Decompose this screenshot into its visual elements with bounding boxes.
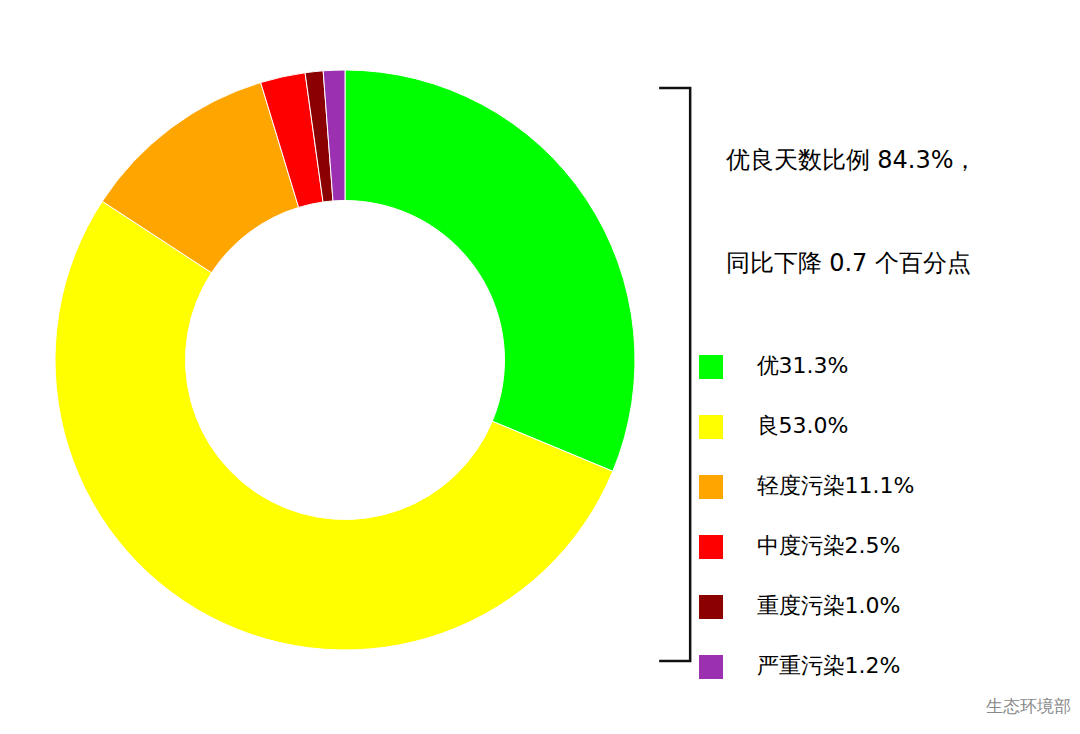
legend: 优31.3% 良53.0% 轻度污染11.1% 中度污染2.5% 重度污染1.0% 严重污… <box>699 353 914 679</box>
bracket-line <box>659 88 690 661</box>
legend-swatch <box>699 535 723 559</box>
legend-label: 轻度污染11.1% <box>757 473 915 498</box>
donut-slice <box>345 70 635 471</box>
legend-swatch <box>699 355 723 379</box>
donut <box>55 70 635 650</box>
legend-label: 中度污染2.5% <box>757 533 901 558</box>
chart: 优良天数比例 84.3%， 同比下降 0.7 个百分点优31.3% 良53.0% 轻度… <box>0 0 1080 734</box>
legend-swatch <box>699 475 723 499</box>
legend-swatch <box>699 415 723 439</box>
legend-label: 严重污染1.2% <box>757 653 901 678</box>
bracket <box>659 88 690 661</box>
donut-slice <box>55 201 613 650</box>
source: 生态环境部 <box>986 696 1071 716</box>
legend-label: 重度污染1.0% <box>757 593 901 618</box>
donut-slice <box>323 70 345 201</box>
legend-label: 优31.3% <box>757 353 849 378</box>
legend-label: 良53.0% <box>757 413 849 438</box>
legend-swatch <box>699 655 723 679</box>
annotation: 同比下降 0.7 个百分点 <box>726 249 971 277</box>
legend-swatch <box>699 595 723 619</box>
annotation: 优良天数比例 84.3%， <box>726 146 978 174</box>
